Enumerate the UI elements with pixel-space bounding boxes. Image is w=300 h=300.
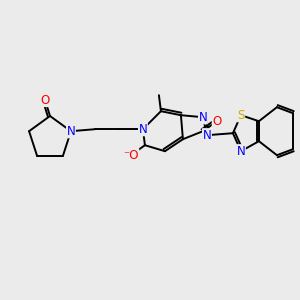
Text: O: O xyxy=(40,94,50,106)
Text: N: N xyxy=(139,123,147,136)
Text: N: N xyxy=(199,111,207,124)
Text: S: S xyxy=(237,109,244,122)
Text: ⁻O: ⁻O xyxy=(123,149,139,162)
Text: N: N xyxy=(202,129,211,142)
Text: N: N xyxy=(67,125,75,138)
Text: N: N xyxy=(236,145,245,158)
Text: O: O xyxy=(212,115,221,128)
